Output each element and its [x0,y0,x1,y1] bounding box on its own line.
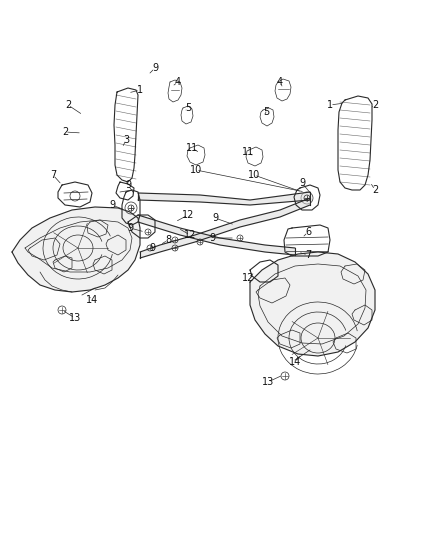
Text: 8: 8 [165,235,171,245]
Text: 10: 10 [190,165,202,175]
Text: 12: 12 [184,230,196,240]
Text: 13: 13 [69,313,81,323]
Polygon shape [138,192,310,205]
Text: 1: 1 [327,100,333,110]
Text: 9: 9 [109,200,115,210]
Text: 7: 7 [305,250,311,260]
Text: 2: 2 [62,127,68,137]
Text: 4: 4 [175,77,181,87]
Text: 9: 9 [127,223,133,233]
Text: 9: 9 [209,233,215,243]
Text: 7: 7 [50,170,56,180]
Text: 5: 5 [185,103,191,113]
Text: 1: 1 [137,85,143,95]
Polygon shape [138,215,295,255]
Text: 9: 9 [152,63,158,73]
Text: 6: 6 [305,227,311,237]
Text: 14: 14 [289,357,301,367]
Text: 9: 9 [149,243,155,253]
Polygon shape [12,207,140,292]
Text: 9: 9 [125,180,131,190]
Text: 12: 12 [182,210,194,220]
Text: 2: 2 [372,185,378,195]
Text: 9: 9 [299,178,305,188]
Text: 2: 2 [372,100,378,110]
Text: 11: 11 [242,147,254,157]
Polygon shape [140,198,310,258]
Text: 5: 5 [263,107,269,117]
Text: 10: 10 [248,170,260,180]
Text: 11: 11 [186,143,198,153]
Polygon shape [250,252,375,356]
Text: 12: 12 [242,273,254,283]
Text: 14: 14 [86,295,98,305]
Text: 3: 3 [123,135,129,145]
Text: 2: 2 [65,100,71,110]
Text: 4: 4 [277,77,283,87]
Text: 13: 13 [262,377,274,387]
Text: 9: 9 [212,213,218,223]
